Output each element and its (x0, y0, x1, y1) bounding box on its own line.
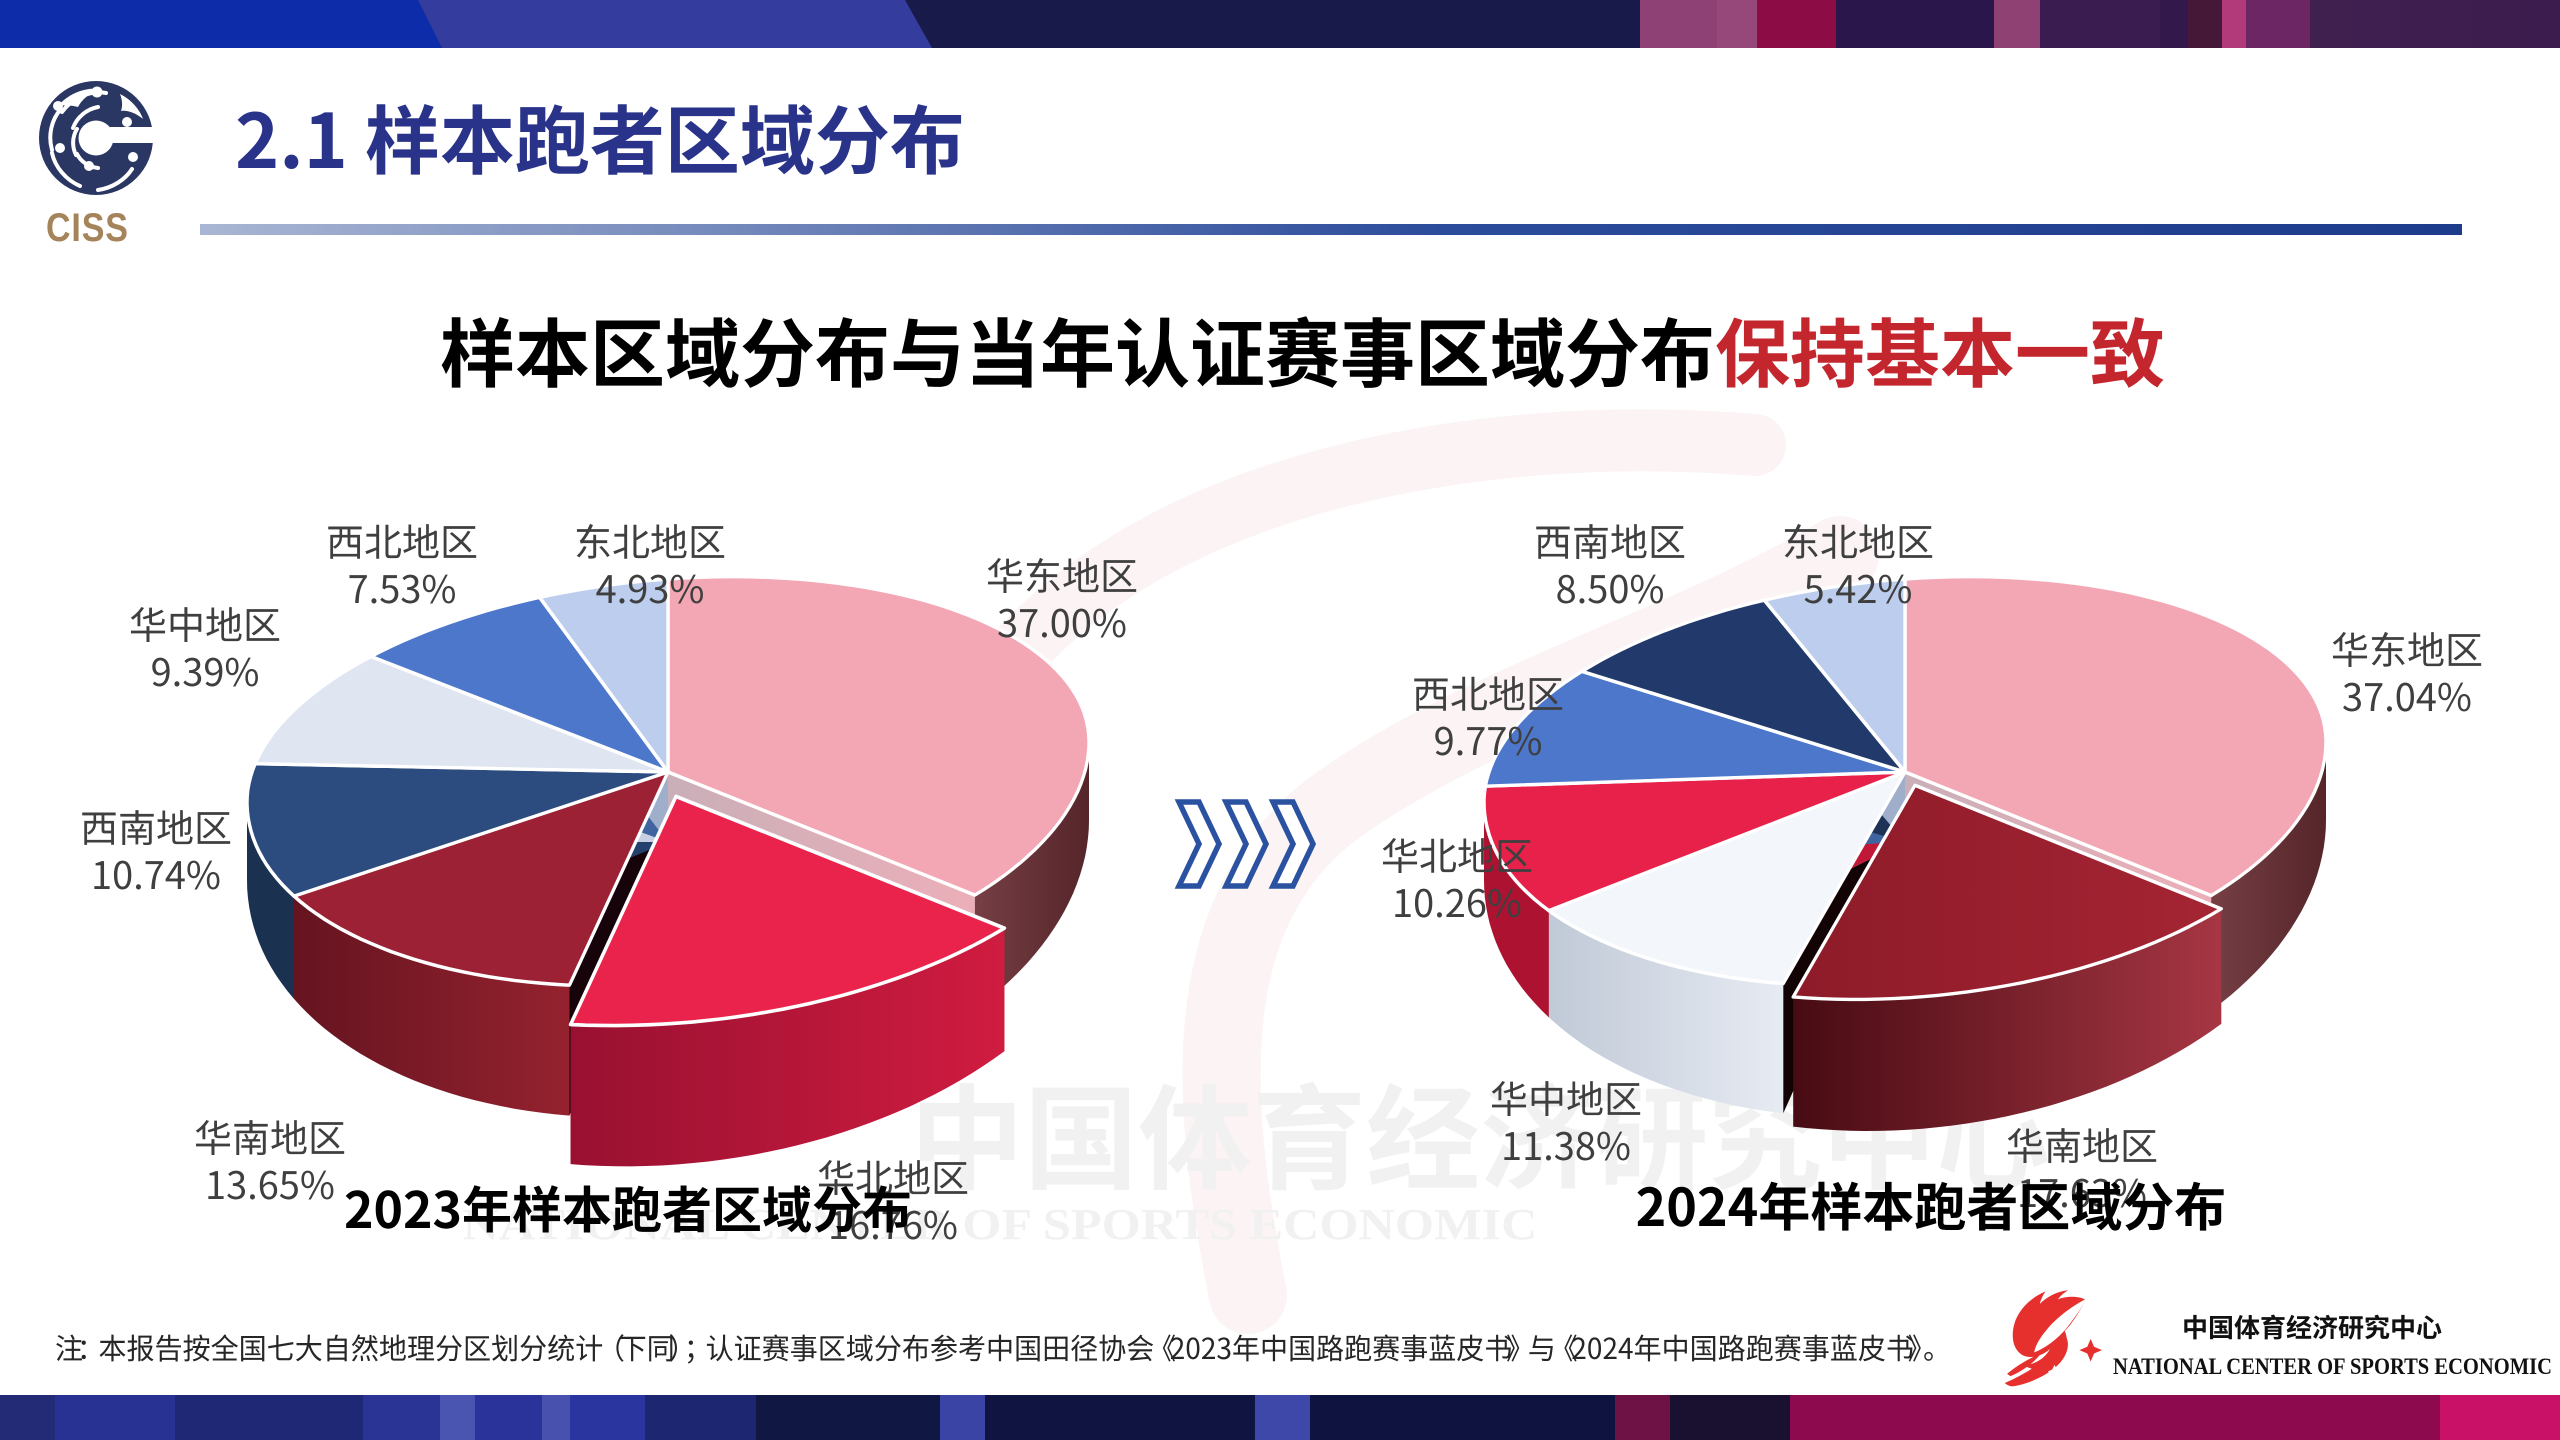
svg-text:NATIONAL CENTER OF SPORTS ECON: NATIONAL CENTER OF SPORTS ECONOMIC (463, 1200, 1538, 1249)
svg-text:NATIONAL CENTER OF SPORTS ECON: NATIONAL CENTER OF SPORTS ECONOMIC (2113, 1354, 2552, 1379)
